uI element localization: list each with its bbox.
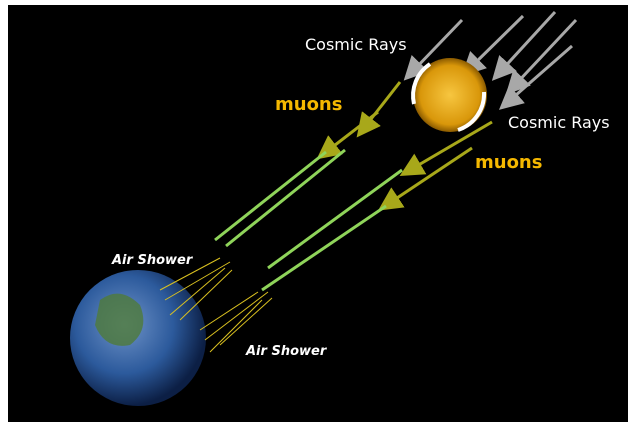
earth [70,270,206,406]
air-shower-label: Air Shower [111,253,194,268]
muons-label: muons [475,152,542,173]
cosmic-rays-label: Cosmic Rays [508,113,610,132]
diagram: Cosmic Rays Cosmic Rays muons muons Air … [0,0,628,427]
muons-label: muons [275,94,342,115]
air-shower-label: Air Shower [245,344,328,359]
cosmic-rays-label: Cosmic Rays [305,35,407,54]
